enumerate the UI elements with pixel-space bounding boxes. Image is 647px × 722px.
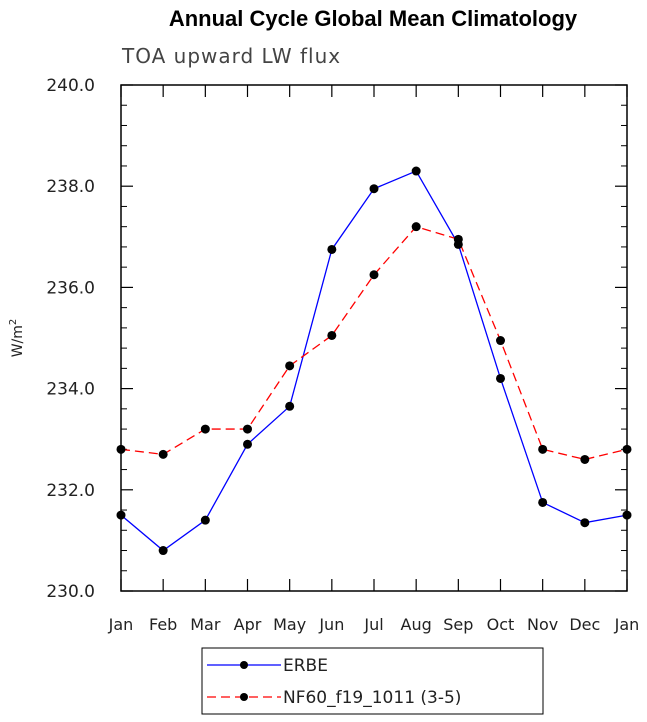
x-tick-label: Apr bbox=[234, 615, 262, 634]
data-point-s1-3 bbox=[243, 424, 252, 434]
data-point-s1-9 bbox=[496, 336, 505, 346]
data-point-s1-12 bbox=[622, 444, 632, 454]
data-point-s1-5 bbox=[327, 330, 337, 340]
data-point-s0-10 bbox=[538, 497, 548, 507]
x-tick-label: May bbox=[273, 615, 306, 634]
plot-frame bbox=[120, 84, 628, 592]
x-tick-label: Sep bbox=[443, 615, 473, 634]
y-axis-label-superscript: 2 bbox=[8, 319, 19, 325]
series-line-1 bbox=[120, 225, 628, 461]
legend-label-nf60: NF60_f19_1011 (3-5) bbox=[283, 688, 461, 708]
x-tick-label: Mar bbox=[190, 615, 221, 634]
data-point-s1-10 bbox=[538, 444, 548, 454]
x-tick-label: Jun bbox=[318, 615, 344, 634]
data-point-s0-4 bbox=[285, 401, 295, 411]
y-tick-labels: 230.0 232.0 234.0 236.0 238.0 240.0 bbox=[46, 76, 95, 602]
x-tick-label: Dec bbox=[569, 615, 600, 634]
legend-box bbox=[201, 647, 544, 715]
y-tick-label: 234.0 bbox=[46, 380, 95, 400]
y-tick-label: 232.0 bbox=[46, 481, 95, 501]
data-point-s1-7 bbox=[411, 222, 421, 232]
data-point-s1-6 bbox=[369, 270, 379, 280]
data-point-s0-6 bbox=[369, 184, 379, 194]
x-tick-label: Jan bbox=[108, 615, 134, 634]
x-tick-label: Aug bbox=[401, 615, 432, 634]
legend: ERBE NF60_f19_1011 (3-5) bbox=[201, 647, 544, 715]
x-tick-labels: Jan Feb Mar Apr May Jun Jul Aug Sep Oct Nov Dec Jan bbox=[108, 615, 640, 634]
x-tick-label: Jan bbox=[614, 615, 640, 634]
svg-text:W/m2: W/m2 bbox=[8, 319, 26, 358]
data-point-s1-2 bbox=[200, 424, 210, 434]
data-point-s1-4 bbox=[285, 361, 295, 371]
legend-label-erbe: ERBE bbox=[283, 656, 328, 676]
y-axis-label: W/m2 bbox=[8, 319, 26, 358]
x-tick-label: Oct bbox=[487, 615, 515, 634]
data-point-s0-5 bbox=[327, 244, 337, 254]
legend-marker-nf60 bbox=[240, 693, 248, 701]
data-point-s0-7 bbox=[411, 166, 421, 176]
chart-title: Annual Cycle Global Mean Climatology bbox=[169, 6, 578, 31]
axis-ticks bbox=[120, 84, 628, 592]
data-point-s1-0 bbox=[116, 444, 126, 454]
chart-subtitle: TOA upward LW flux bbox=[121, 44, 341, 68]
series-points bbox=[116, 166, 632, 556]
legend-marker-erbe bbox=[240, 661, 248, 669]
data-point-s0-2 bbox=[200, 515, 210, 525]
x-tick-label: Jul bbox=[363, 615, 383, 634]
series-line-0 bbox=[120, 170, 628, 552]
data-point-s1-1 bbox=[158, 449, 168, 459]
data-point-s0-0 bbox=[116, 510, 126, 520]
x-tick-label: Nov bbox=[527, 615, 558, 634]
data-point-s0-1 bbox=[158, 546, 168, 556]
data-point-s0-3 bbox=[243, 439, 252, 449]
data-point-s1-8 bbox=[453, 234, 463, 244]
series-lines bbox=[120, 170, 628, 552]
data-point-s0-12 bbox=[622, 510, 632, 520]
x-tick-label: Feb bbox=[149, 615, 177, 634]
y-tick-label: 240.0 bbox=[46, 76, 95, 96]
data-point-s0-9 bbox=[496, 373, 505, 383]
y-tick-label: 238.0 bbox=[46, 177, 95, 197]
y-axis-label-text: W/m bbox=[10, 325, 26, 357]
y-tick-label: 230.0 bbox=[46, 582, 95, 602]
y-tick-label: 236.0 bbox=[46, 278, 95, 298]
data-point-s0-11 bbox=[580, 518, 590, 528]
data-point-s1-11 bbox=[580, 454, 590, 464]
